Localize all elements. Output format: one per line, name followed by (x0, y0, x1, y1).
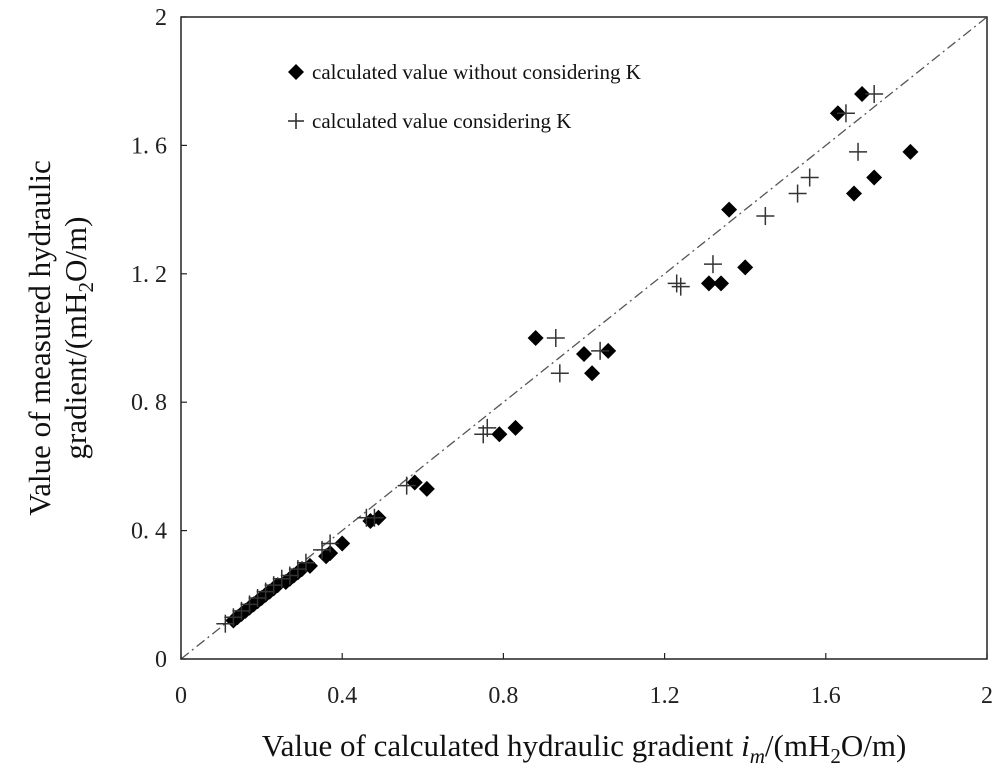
point-without-k (721, 201, 738, 218)
y-tick-label: 0. 8 (131, 390, 167, 416)
point-without-k (854, 86, 871, 103)
x-tick-label: 0 (175, 683, 187, 709)
point-without-k (406, 474, 423, 491)
y-tick-label: 1. 6 (131, 133, 167, 159)
x-tick-label: 1.2 (650, 683, 680, 709)
point-with-k (800, 168, 819, 187)
point-without-k (418, 480, 435, 497)
y-tick-label: 2 (155, 5, 167, 31)
point-with-k (756, 207, 775, 226)
point-without-k (700, 275, 717, 292)
y-axis-title: Value of measured hydraulic gradient/(mH… (22, 160, 98, 516)
point-without-k (584, 365, 601, 382)
point-with-k (591, 341, 610, 360)
y-axis-title-line2: gradient/(mH2O/m) (58, 217, 98, 460)
point-with-k (788, 184, 807, 203)
point-with-k (272, 569, 291, 588)
point-without-k (866, 169, 883, 186)
point-with-k (550, 364, 569, 383)
point-without-k (737, 259, 754, 276)
legend-label-with-k: calculated value considering K (312, 109, 571, 133)
y-axis-title-line1: Value of measured hydraulic (22, 160, 57, 516)
point-without-k (491, 426, 508, 443)
point-without-k (713, 275, 730, 292)
point-with-k (321, 534, 340, 553)
point-with-k (397, 476, 416, 495)
point-with-k (546, 329, 565, 347)
x-tick-label: 0.8 (488, 683, 518, 709)
legend-label-without-k: calculated value without considering K (312, 60, 641, 84)
point-without-k (902, 143, 919, 160)
point-with-k (296, 553, 315, 572)
point-with-k (478, 418, 497, 437)
point-with-k (703, 255, 722, 274)
point-with-k (865, 85, 884, 104)
point-with-k (671, 277, 690, 296)
point-without-k (322, 545, 339, 562)
reference-line-layer (180, 16, 988, 660)
point-without-k (334, 535, 351, 552)
points-layer (216, 85, 919, 633)
point-without-k (507, 419, 524, 436)
x-axis-title: Value of calculated hydraulic gradient i… (262, 728, 907, 768)
point-with-k (849, 142, 868, 161)
y-tick-label: 0 (155, 647, 167, 673)
point-with-k (836, 104, 855, 123)
y-tick-label: 0. 4 (131, 519, 167, 545)
point-without-k (576, 346, 592, 363)
point-with-k (365, 508, 384, 527)
point-without-k (527, 330, 544, 346)
reference-line-y-equals-x (180, 16, 988, 660)
legend: calculated value without considering K c… (288, 60, 641, 133)
point-with-k (667, 274, 686, 293)
x-tick-label: 1.6 (811, 683, 841, 709)
legend-diamond-marker (288, 64, 304, 80)
point-without-k (846, 185, 863, 202)
y-tick-label: 1. 2 (131, 262, 167, 288)
x-tick-label: 0.4 (327, 683, 357, 709)
x-tick-label: 2 (981, 683, 993, 709)
ticks-layer: 0 0.4 0.8 1.2 1.6 2 0 0. 4 0. 8 1. 2 1. 6 2 (131, 5, 993, 709)
legend-plus-marker (288, 113, 304, 129)
